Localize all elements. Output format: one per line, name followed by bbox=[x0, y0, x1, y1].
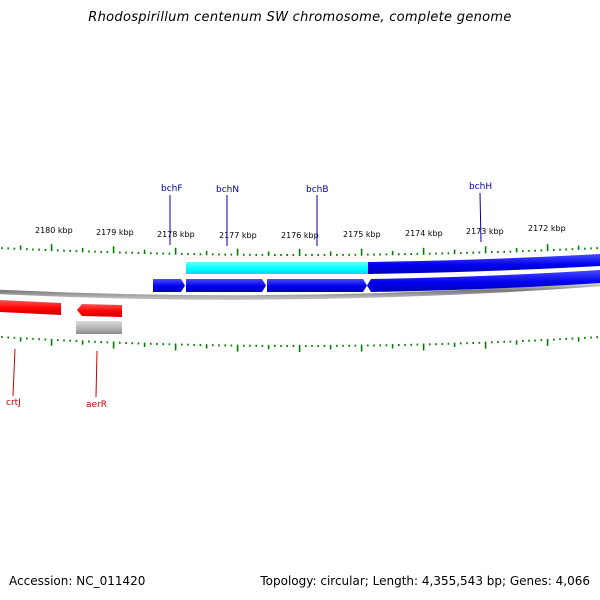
chromosome-backbone bbox=[0, 281, 600, 300]
gene-feature-crtJ[interactable] bbox=[0, 300, 61, 315]
gene-feature-bchN[interactable] bbox=[186, 279, 266, 292]
scale-label-2173: 2173 kbp bbox=[466, 227, 504, 236]
gene-label-bchF[interactable]: bchF bbox=[161, 184, 183, 194]
gene-feature-aerR[interactable] bbox=[77, 304, 122, 317]
gene-feature-bchF[interactable] bbox=[153, 279, 185, 292]
inner-scale-ruler bbox=[1, 336, 599, 352]
scale-label-2176: 2176 kbp bbox=[281, 231, 319, 240]
accession-text: Accession: NC_011420 bbox=[9, 574, 146, 588]
gene-label-crtJ[interactable]: crtJ bbox=[6, 398, 21, 408]
genome-summary-text: Topology: circular; Length: 4,355,543 bp… bbox=[260, 574, 590, 588]
scale-label-2178: 2178 kbp bbox=[157, 230, 195, 239]
gene-label-bchH[interactable]: bchH bbox=[469, 182, 492, 192]
gene-feature-bchH[interactable] bbox=[367, 270, 600, 292]
forward-feature-band[interactable] bbox=[368, 254, 600, 274]
label-line-crtJ bbox=[12, 348, 16, 397]
gene-label-bchB[interactable]: bchB bbox=[306, 185, 329, 195]
gene-label-bchN[interactable]: bchN bbox=[216, 185, 239, 195]
outer-scale-ruler bbox=[1, 244, 599, 256]
label-line-aerR bbox=[95, 350, 98, 398]
label-line-bchH bbox=[479, 192, 482, 243]
gray-feature-block[interactable] bbox=[76, 321, 122, 334]
scale-label-2175: 2175 kbp bbox=[343, 230, 381, 239]
scale-label-2174: 2174 kbp bbox=[405, 229, 443, 238]
genome-title: Rhodospirillum centenum SW chromosome, c… bbox=[88, 10, 512, 25]
scale-label-2177: 2177 kbp bbox=[219, 231, 257, 240]
gene-label-aerR[interactable]: aerR bbox=[86, 400, 107, 410]
scale-label-2172: 2172 kbp bbox=[528, 224, 566, 233]
scale-label-2179: 2179 kbp bbox=[96, 228, 134, 237]
scale-label-2180: 2180 kbp bbox=[35, 226, 73, 235]
highlight-region-band[interactable] bbox=[186, 262, 368, 274]
gene-feature-bchB[interactable] bbox=[267, 279, 367, 292]
